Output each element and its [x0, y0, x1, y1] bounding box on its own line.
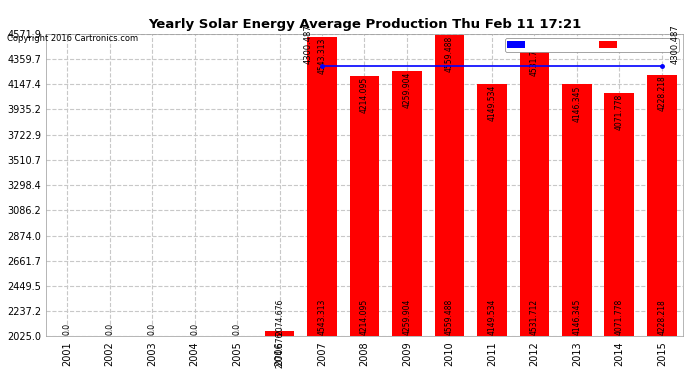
- Text: 4071.778: 4071.778: [615, 94, 624, 130]
- Text: 4228.218: 4228.218: [658, 300, 667, 336]
- Bar: [307, 37, 337, 336]
- Text: 4071.778: 4071.778: [615, 299, 624, 336]
- Text: 4214.095: 4214.095: [360, 299, 369, 336]
- Text: 0.0: 0.0: [190, 323, 199, 336]
- Bar: [562, 84, 592, 336]
- Text: 4214.095: 4214.095: [360, 77, 369, 114]
- Text: 4228.218: 4228.218: [658, 75, 667, 111]
- Legend: Average (kWh), Yearly (kWh): Average (kWh), Yearly (kWh): [505, 38, 678, 52]
- Text: 4146.345: 4146.345: [573, 299, 582, 336]
- Text: 4543.313: 4543.313: [317, 299, 326, 336]
- Bar: [647, 75, 677, 336]
- Text: 4300.487: 4300.487: [304, 24, 313, 64]
- Bar: [392, 71, 422, 336]
- Text: 4149.534: 4149.534: [487, 85, 496, 121]
- Text: 0.0: 0.0: [63, 323, 72, 336]
- Bar: [477, 84, 506, 336]
- Text: 4531.712: 4531.712: [530, 39, 539, 76]
- Text: Copyright 2016 Cartronics.com: Copyright 2016 Cartronics.com: [7, 34, 138, 43]
- Text: 2074.676: 2074.676: [275, 299, 284, 336]
- Bar: [435, 35, 464, 336]
- Text: 4149.534: 4149.534: [487, 299, 496, 336]
- Text: 4259.904: 4259.904: [402, 72, 411, 108]
- Text: 4543.313: 4543.313: [317, 38, 326, 75]
- Text: 2074.676: 2074.676: [275, 332, 284, 368]
- Text: 0.0: 0.0: [148, 323, 157, 336]
- Text: 4146.345: 4146.345: [573, 85, 582, 122]
- Text: 4559.488: 4559.488: [445, 36, 454, 72]
- Text: 4300.487: 4300.487: [671, 24, 680, 64]
- Bar: [350, 76, 380, 336]
- Title: Yearly Solar Energy Average Production Thu Feb 11 17:21: Yearly Solar Energy Average Production T…: [148, 18, 581, 31]
- Text: 4259.904: 4259.904: [402, 299, 411, 336]
- Text: 4531.712: 4531.712: [530, 299, 539, 336]
- Bar: [604, 93, 634, 336]
- Bar: [520, 39, 549, 336]
- Text: 0.0: 0.0: [105, 323, 114, 336]
- Text: 4559.488: 4559.488: [445, 299, 454, 336]
- Bar: [265, 330, 295, 336]
- Text: 0.0: 0.0: [233, 323, 241, 336]
